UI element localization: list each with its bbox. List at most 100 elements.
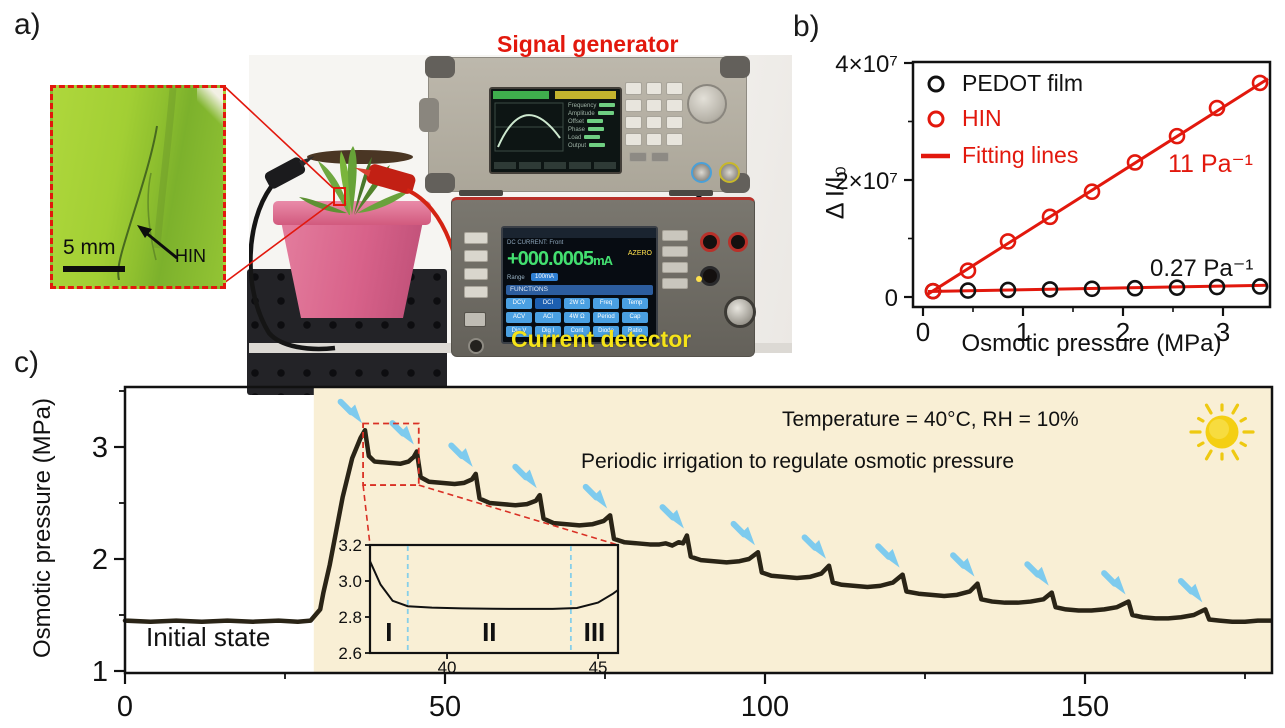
setup-photo: Frequency Amplitude Offset Phase Load Output — [247, 55, 792, 395]
periodic-irrigation-text: Periodic irrigation to regulate osmotic … — [581, 450, 1015, 473]
black-alligator-clip — [264, 156, 315, 189]
numeric-keypad — [625, 82, 683, 146]
svg-text:0: 0 — [916, 317, 930, 347]
irrigation-arrows — [337, 398, 1203, 603]
conditions-text: Temperature = 40°C, RH = 10% — [782, 408, 1079, 431]
signal-generator: Frequency Amplitude Offset Phase Load Output — [419, 56, 750, 196]
signal-parameter-label: Output — [568, 142, 618, 150]
svg-text:2.6: 2.6 — [338, 644, 362, 663]
dmm-reading-value: +000.0005 — [507, 248, 594, 270]
data-point — [1251, 278, 1269, 295]
zoom-target-box — [333, 187, 346, 206]
inset-region-label: I — [385, 617, 392, 647]
dmm-function-button: 2W Ω — [564, 298, 590, 309]
power-button — [468, 338, 484, 354]
current-detector-screen: DC CURRENT: Front +000.0005mA AZERO Rang… — [501, 226, 658, 344]
dmm-side-button — [464, 232, 488, 244]
inset-region-label: III — [584, 617, 606, 647]
svg-text:2: 2 — [1116, 317, 1130, 347]
legend-swatch-circle — [927, 75, 945, 93]
irrigation-arrow-head — [740, 526, 755, 546]
data-point — [1041, 281, 1059, 298]
svg-text:2×10⁷: 2×10⁷ — [835, 168, 898, 195]
signal-parameter-label: Phase — [568, 126, 618, 134]
data-point — [1168, 127, 1186, 145]
svg-text:2.8: 2.8 — [338, 608, 362, 627]
dmm-reading-unit: mA — [593, 253, 613, 268]
plot-frame — [123, 385, 1274, 675]
data-point — [1083, 183, 1101, 200]
irrigation-arrow-head — [1110, 575, 1126, 595]
dmm-functions-label: FUNCTIONS — [510, 286, 548, 293]
hin-arrow — [137, 225, 178, 260]
dmm-function-button: Cap — [622, 312, 648, 323]
irrigation-arrow-head — [959, 557, 975, 577]
signal-parameter-label: Amplitude — [568, 110, 618, 118]
svg-text:3: 3 — [1216, 317, 1230, 347]
series-HIN — [924, 74, 1269, 300]
sun-ray — [1239, 416, 1247, 423]
svg-text:40: 40 — [438, 658, 457, 677]
dmm-function-button: Temp — [622, 298, 648, 309]
svg-text:1: 1 — [1016, 317, 1030, 347]
dmm-side-button — [464, 268, 488, 280]
svg-text:45: 45 — [589, 658, 608, 677]
inset-frame — [368, 543, 620, 655]
dmm-function-button: 4W Ω — [564, 312, 590, 323]
signal-parameter-label: Offset — [568, 118, 618, 126]
dmm-function-button: DCI — [535, 298, 561, 309]
svg-text:100: 100 — [741, 691, 789, 723]
svg-text:3.2: 3.2 — [338, 536, 362, 555]
panel-b-xlabel: Osmotic pressure (MPa) — [961, 330, 1222, 357]
inset-curve — [369, 560, 619, 610]
panel-b-label: b) — [793, 10, 820, 43]
dmm-function-button: ACI — [535, 312, 561, 323]
sun-icon — [1189, 403, 1255, 461]
irrigation-arrow-head — [347, 404, 362, 424]
data-point — [999, 281, 1017, 299]
arrow-key-right — [651, 152, 669, 162]
sun-ray — [1204, 403, 1213, 415]
inset-region-label: II — [482, 617, 496, 647]
bumper — [720, 56, 750, 78]
scale-bar — [63, 266, 125, 272]
panel-a-label: a) — [14, 8, 41, 41]
legend-swatch-circle — [927, 110, 945, 128]
irrigation-arrow-head — [592, 489, 608, 509]
current-detector-caption: Current detector — [511, 326, 692, 352]
sun-ray — [1239, 441, 1247, 448]
panel-c-ylabel: Osmotic pressure (MPa) — [29, 397, 56, 659]
plot-frame — [911, 60, 1272, 309]
signal-parameter-label: Load — [568, 134, 618, 142]
rotary-knob — [687, 84, 727, 124]
sensitivity-chart: 0 1 2 3 0 2×10⁷ 4×10⁷ — [835, 51, 1272, 347]
foot — [459, 190, 503, 196]
signal-parameters: Frequency Amplitude Offset Phase Load Output — [568, 102, 618, 150]
svg-text:4×10⁷: 4×10⁷ — [835, 51, 898, 78]
bnc-output-1 — [691, 162, 712, 183]
dmm-range-label: Range — [507, 275, 525, 281]
data-point — [1083, 280, 1101, 298]
dmm-function-button: Ratio — [622, 326, 648, 337]
svg-text:50: 50 — [429, 691, 461, 723]
signal-generator-caption: Signal generator — [497, 31, 679, 57]
screen-menu-row — [494, 162, 616, 169]
hin-sensitivity-annotation: 11 Pa⁻¹ — [1168, 150, 1253, 178]
bumper — [425, 56, 455, 78]
dmm-function-button: Dig V — [506, 326, 532, 337]
dmm-function-button: Period — [593, 312, 619, 323]
data-point — [999, 233, 1017, 250]
black-wire — [249, 185, 336, 352]
sun-ray — [1197, 416, 1205, 423]
irrigation-arrow-head — [811, 540, 826, 559]
svg-text:1: 1 — [92, 656, 108, 688]
svg-text:3: 3 — [92, 432, 108, 464]
input-jack-black — [700, 266, 720, 286]
bumper — [425, 173, 455, 193]
data-point — [1126, 154, 1144, 171]
dmm-mode-text: DC CURRENT: Front — [507, 240, 564, 246]
signal-generator-screen: Frequency Amplitude Offset Phase Load Output — [489, 87, 622, 174]
dmm-azero-badge: AZERO — [627, 250, 652, 257]
dmm-status-bar — [503, 228, 656, 238]
